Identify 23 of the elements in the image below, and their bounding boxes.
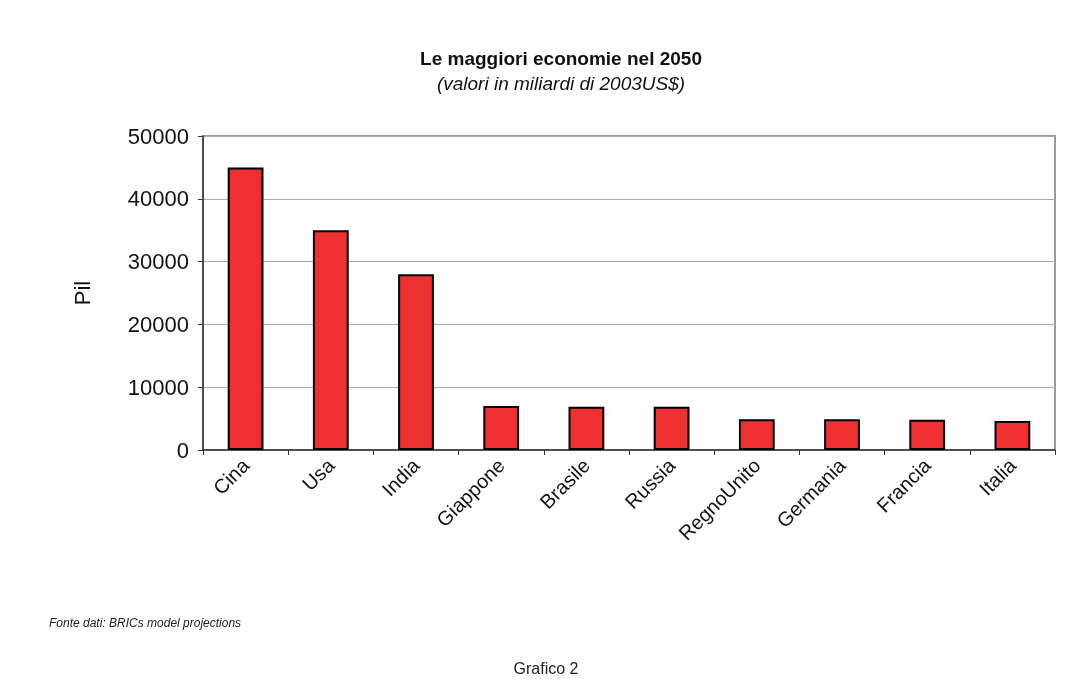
chart-subtitle: (valori in miliardi di 2003US$) — [436, 73, 686, 94]
x-tick-label: Usa — [297, 453, 340, 495]
bar — [483, 406, 520, 450]
y-axis-title: Pil — [69, 280, 95, 306]
bar — [398, 274, 434, 450]
bar — [824, 419, 860, 450]
source-note: Fonte dati: BRICs model projections — [49, 616, 242, 630]
bar — [568, 406, 605, 450]
y-tick-label: 0 — [176, 437, 189, 463]
bar — [227, 167, 264, 450]
y-tick-label: 30000 — [127, 249, 189, 275]
bar — [312, 230, 349, 450]
y-tick-label: 20000 — [127, 311, 189, 337]
y-tick-label: 50000 — [127, 123, 189, 149]
bar — [994, 421, 1031, 450]
bar — [909, 419, 946, 450]
text: Grafico 2 — [513, 659, 579, 677]
y-tick-label: 40000 — [127, 186, 189, 212]
chart-title: Le maggiori economie nel 2050 — [420, 48, 702, 69]
bar — [738, 419, 775, 450]
x-tick-label: Cina — [208, 453, 254, 499]
y-tick-label: 10000 — [127, 374, 189, 400]
bar — [653, 406, 690, 450]
